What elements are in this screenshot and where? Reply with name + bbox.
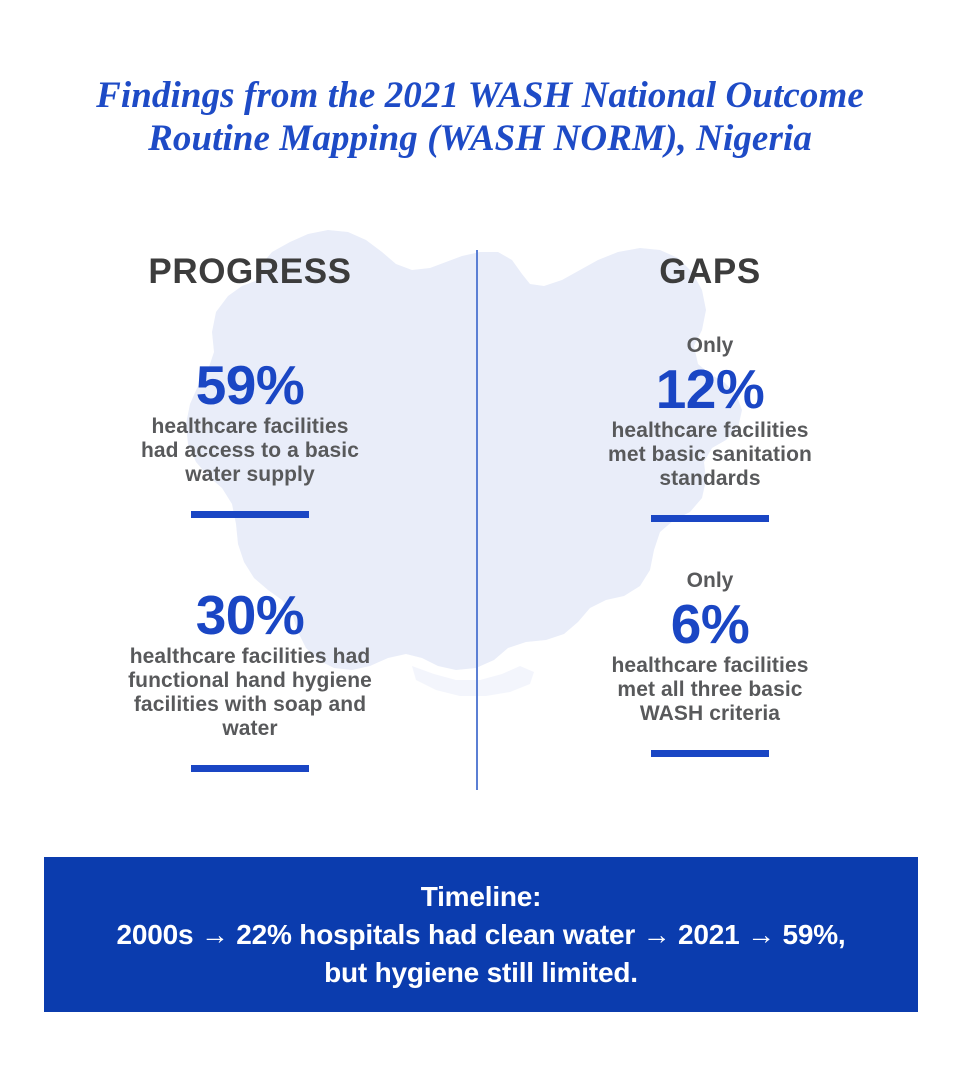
stat-block-progress-2: 30% healthcare facilities had functional… <box>40 585 460 772</box>
stat-block-gaps-2: Only 6% healthcare facilities met all th… <box>500 568 920 757</box>
stat-block-gaps-1: Only 12% healthcare facilities met basic… <box>500 333 920 522</box>
stat-description: healthcare facilities met basic sanitati… <box>608 419 812 490</box>
column-heading-gaps: GAPS <box>659 252 761 291</box>
column-heading-progress: PROGRESS <box>148 252 352 291</box>
timeline-banner: Timeline: 2000s → 22% hospitals had clea… <box>44 857 918 1012</box>
stat-description: healthcare facilities had functional han… <box>128 645 372 740</box>
stat-prefix: Only <box>686 334 734 357</box>
stat-rule <box>651 515 769 522</box>
stat-description: healthcare facilities had access to a ba… <box>140 415 360 486</box>
page-title: Findings from the 2021 WASH National Out… <box>96 75 864 159</box>
stat-value: 30% <box>195 584 305 646</box>
stat-prefix: Only <box>686 569 734 592</box>
column-progress: PROGRESS 59% healthcare facilities had a… <box>0 252 480 772</box>
stat-value: 12% <box>655 358 765 420</box>
stat-rule <box>651 750 769 757</box>
timeline-banner-text: Timeline: 2000s → 22% hospitals had clea… <box>116 880 846 988</box>
stat-description: healthcare facilities met all three basi… <box>611 654 809 725</box>
stat-rule <box>191 765 309 772</box>
stat-value: 6% <box>670 593 750 655</box>
column-gaps: GAPS Only 12% healthcare facilities met … <box>480 252 960 772</box>
stat-block-progress-1: 59% healthcare facilities had access to … <box>40 355 460 518</box>
stat-rule <box>191 511 309 518</box>
stat-value: 59% <box>195 354 305 416</box>
stats-columns: PROGRESS 59% healthcare facilities had a… <box>0 252 960 772</box>
